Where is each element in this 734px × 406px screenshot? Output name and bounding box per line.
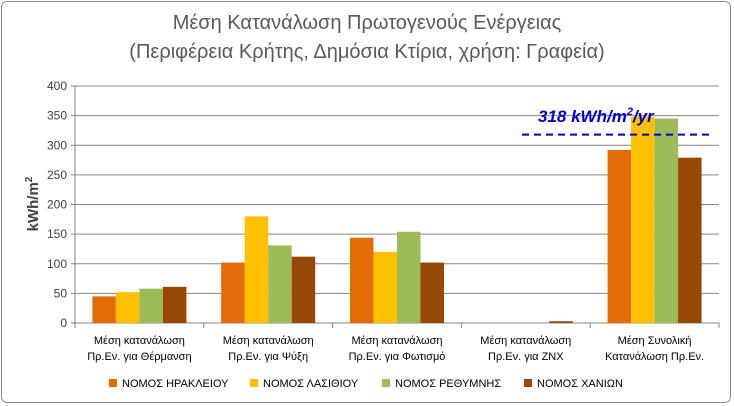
bar bbox=[291, 256, 316, 323]
y-tick-label: 50 bbox=[54, 286, 68, 300]
bar bbox=[162, 286, 187, 323]
y-tick-label: 250 bbox=[47, 168, 67, 182]
bar bbox=[678, 157, 702, 323]
legend-label: ΝΟΜΟΣ ΧΑΝΙΩΝ bbox=[537, 378, 623, 390]
bar bbox=[268, 245, 292, 323]
legend-label: ΝΟΜΟΣ ΛΑΣΙΘΙΟΥ bbox=[263, 378, 359, 390]
legend-swatch bbox=[250, 379, 258, 387]
x-category-label: Πρ.Εν. για Φωτισμό bbox=[349, 351, 446, 363]
x-category-label: Μέση κατανάλωση bbox=[223, 335, 314, 347]
legend-swatch bbox=[382, 379, 390, 387]
y-tick-label: 0 bbox=[60, 316, 67, 330]
bar bbox=[244, 216, 269, 323]
bar bbox=[221, 262, 245, 323]
reference-label-main: 318 kWh/m bbox=[538, 107, 627, 126]
bar bbox=[607, 149, 632, 323]
x-category-labels: Μέση κατανάλωση Πρ.Εν. για Θέρμανση Μέση κ… bbox=[87, 335, 704, 363]
bar bbox=[631, 116, 655, 323]
reference-line-group: 318 kWh/m2/yr bbox=[522, 106, 714, 136]
bar bbox=[92, 296, 116, 323]
y-tick-label: 200 bbox=[47, 198, 67, 212]
bar bbox=[350, 237, 374, 323]
y-tick-label: 150 bbox=[47, 227, 67, 241]
y-tick-labels: 0 50 100 150 200 250 300 350 400 bbox=[47, 79, 67, 330]
legend-swatch bbox=[524, 379, 532, 387]
x-category-label: Μέση κατανάλωση bbox=[94, 335, 185, 347]
bar bbox=[115, 292, 140, 323]
y-tick-label: 300 bbox=[47, 138, 67, 152]
y-tick-label: 400 bbox=[47, 79, 67, 93]
legend-swatch bbox=[109, 379, 117, 387]
legend-label: ΝΟΜΟΣ ΡΕΘΥΜΝΗΣ bbox=[395, 378, 501, 390]
bar bbox=[373, 251, 397, 323]
y-tick-label: 350 bbox=[47, 109, 67, 123]
y-axis-label-sup: 2 bbox=[24, 176, 35, 182]
x-category-label: Πρ.Εν. για Θέρμανση bbox=[87, 351, 191, 363]
reference-line-label: 318 kWh/m2/yr bbox=[538, 106, 655, 126]
bar bbox=[397, 231, 421, 323]
legend-label: ΝΟΜΟΣ ΗΡΑΚΛΕΙΟΥ bbox=[122, 378, 229, 390]
y-axis-label-text: kWh/m bbox=[25, 182, 42, 231]
bar bbox=[139, 288, 163, 323]
chart-title-line2: (Περιφέρεια Κρήτης, Δημόσια Κτίρια, χρήσ… bbox=[129, 41, 605, 63]
reference-label-tail: /yr bbox=[632, 107, 655, 126]
x-category-label: Κατανάλωση Πρ.Εν. bbox=[605, 351, 704, 363]
x-category-label: Μέση Συνολική bbox=[618, 335, 692, 347]
legend: ΝΟΜΟΣ ΗΡΑΚΛΕΙΟΥ ΝΟΜΟΣ ΛΑΣΙΘΙΟΥ ΝΟΜΟΣ ΡΕΘΥΜ… bbox=[109, 378, 623, 390]
x-category-label: Πρ.Εν. για ΖΝΧ bbox=[488, 351, 564, 363]
x-category-label: Πρ.Εν. για Ψύξη bbox=[228, 351, 308, 363]
reference-label-sup: 2 bbox=[626, 106, 633, 118]
x-category-label: Μέση κατανάλωση bbox=[480, 335, 571, 347]
y-tick-label: 100 bbox=[47, 257, 67, 271]
x-category-label: Μέση κατανάλωση bbox=[352, 335, 443, 347]
chart-title-line1: Μέση Κατανάλωση Πρωτογενούς Ενέργειας bbox=[172, 12, 562, 34]
bar bbox=[420, 262, 444, 323]
y-axis-label: kWh/m2 bbox=[24, 176, 42, 231]
bar bbox=[549, 321, 573, 323]
bars bbox=[92, 116, 702, 324]
bar bbox=[654, 118, 679, 324]
